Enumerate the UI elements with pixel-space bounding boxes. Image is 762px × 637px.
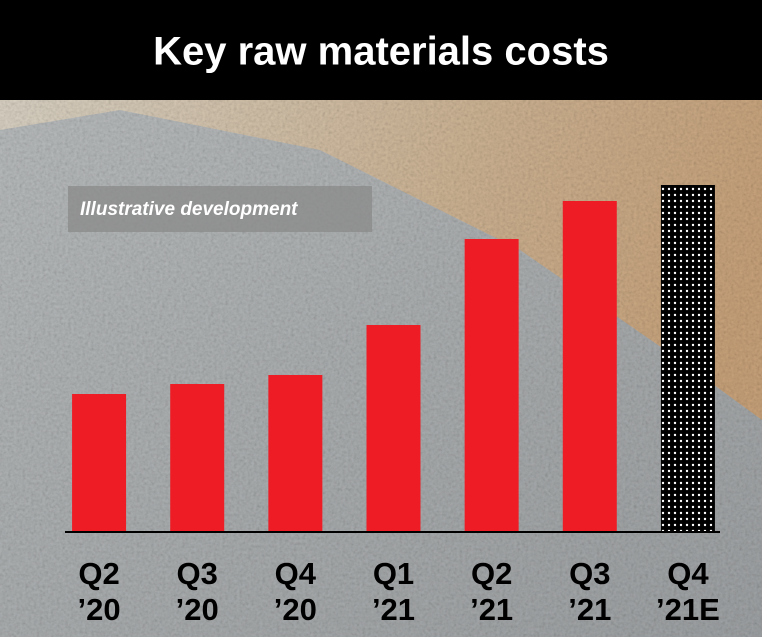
x-tick-label: Q3 ’21 bbox=[568, 556, 612, 627]
x-tick-label: Q4 ’21E bbox=[656, 556, 720, 627]
chart-title: Key raw materials costs bbox=[153, 30, 609, 74]
annotation: Illustrative development bbox=[80, 199, 298, 220]
bar bbox=[562, 201, 617, 532]
bar bbox=[268, 375, 323, 532]
x-tick-label: Q4 ’20 bbox=[273, 556, 317, 627]
x-tick-label: Q3 ’20 bbox=[175, 556, 219, 627]
x-tick-label: Q2 ’21 bbox=[470, 556, 514, 627]
bar bbox=[366, 325, 421, 532]
title-band bbox=[0, 0, 762, 100]
bar bbox=[170, 384, 225, 532]
x-tick-label: Q2 ’20 bbox=[77, 556, 121, 627]
x-tick-label: Q1 ’21 bbox=[371, 556, 416, 627]
annotation-box bbox=[68, 186, 372, 232]
bar bbox=[660, 185, 715, 532]
bar bbox=[464, 239, 519, 532]
bar bbox=[72, 394, 127, 532]
